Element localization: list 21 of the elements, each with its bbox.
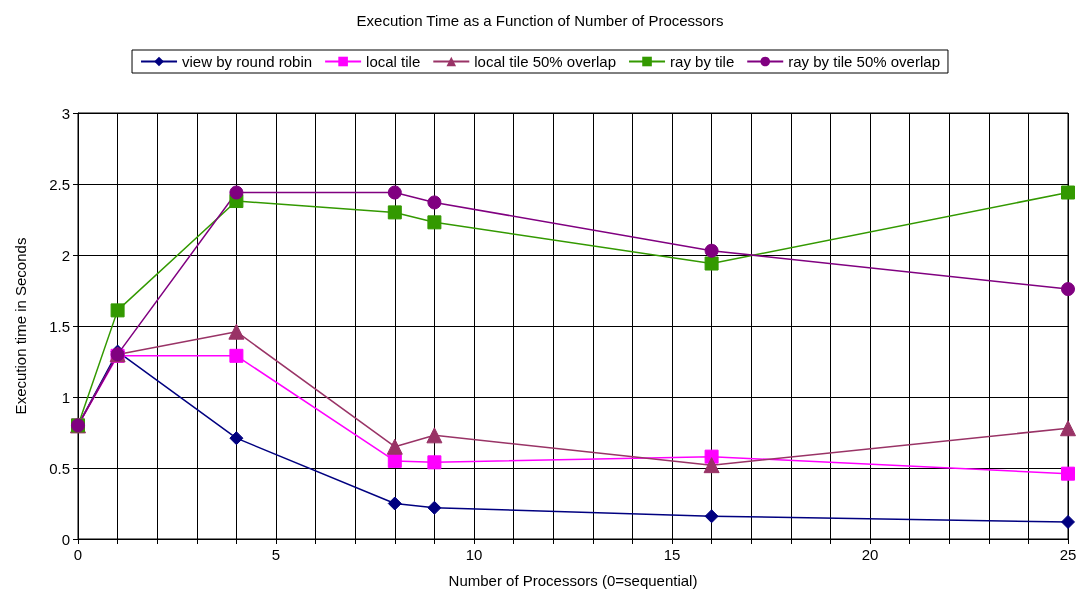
x-tick-label: 10 — [465, 546, 483, 563]
legend-label: local tile — [366, 53, 421, 70]
chart-title: Execution Time as a Function of Number of Processors — [356, 12, 724, 29]
y-tick-label: 0.5 — [49, 459, 70, 477]
x-tick-label: 25 — [1059, 546, 1077, 563]
y-tick-label: 0 — [61, 530, 70, 548]
x-tick-label: 20 — [861, 546, 879, 563]
legend-label: ray by tile 50% overlap — [788, 53, 940, 70]
x-tick-label: 0 — [73, 546, 83, 563]
legend-label: ray by tile — [670, 53, 735, 70]
y-tick-label: 2.5 — [49, 175, 70, 193]
y-tick-label: 2 — [61, 246, 70, 264]
y-tick-label: 3 — [61, 104, 70, 122]
y-tick-label: 1.5 — [49, 317, 70, 335]
x-tick-label: 15 — [663, 546, 681, 563]
y-tick-label: 1 — [61, 388, 70, 406]
x-tick-label: 5 — [271, 546, 281, 563]
legend-label: view by round robin — [182, 53, 313, 70]
y-axis-title: Execution time in Seconds — [12, 237, 29, 415]
legend-label: local tile 50% overlap — [474, 53, 617, 70]
x-axis-title: Number of Processors (0=sequential) — [448, 572, 698, 589]
